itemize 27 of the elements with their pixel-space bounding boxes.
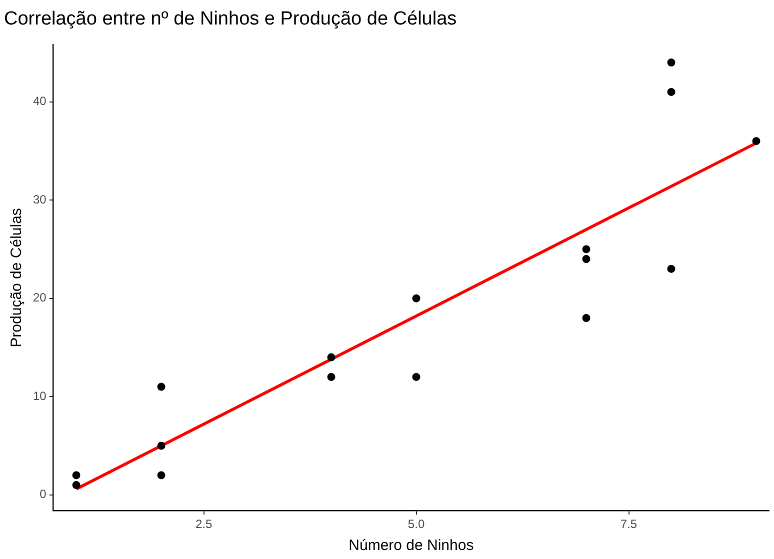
y-tick-label: 10 [32, 388, 47, 403]
point [667, 88, 676, 96]
y-axis-title: Produção de Células [8, 208, 26, 348]
chart-title: Correlação entre nº de Ninhos e Produção de Células [4, 8, 457, 30]
point [327, 353, 336, 362]
point [752, 137, 760, 146]
point [412, 372, 420, 381]
x-tick-label: 2.5 [195, 517, 212, 532]
point [72, 471, 80, 480]
point [157, 442, 166, 450]
y-tick-label: 0 [40, 487, 47, 502]
y-tick-label: 20 [32, 290, 47, 305]
x-axis-title: Número de Ninhos [348, 537, 474, 554]
point [667, 264, 676, 273]
point [582, 245, 590, 254]
point [582, 314, 590, 322]
x-tick-label: 5.0 [408, 517, 425, 532]
point [412, 294, 420, 302]
y-tick-label: 30 [32, 192, 47, 206]
point [157, 382, 166, 391]
point [72, 481, 80, 490]
x-tick-label: 7.5 [620, 517, 638, 532]
point [327, 372, 336, 381]
point [582, 255, 590, 264]
point [667, 58, 676, 66]
point [157, 471, 166, 480]
y-tick-label: 40 [32, 94, 47, 108]
